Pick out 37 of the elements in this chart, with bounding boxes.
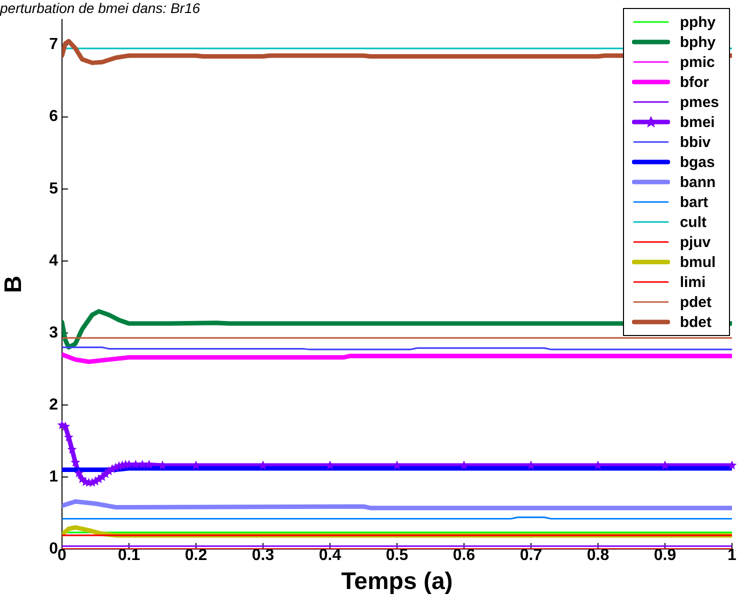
x-tick-label: 0.9 [654, 547, 676, 564]
legend-label: bdet [680, 314, 712, 330]
x-tick-label: 0.6 [452, 547, 476, 564]
y-tick-label: 2 [49, 396, 58, 414]
legend-label: bmul [680, 254, 716, 270]
legend-label: pphy [680, 14, 716, 30]
legend-label: pdet [680, 294, 712, 310]
legend-label: pmes [680, 94, 719, 110]
y-axis-title: B [0, 276, 28, 293]
x-tick-label: 0.3 [252, 547, 274, 564]
x-tick-label: 0.8 [586, 547, 610, 564]
legend-label: pmic [680, 54, 715, 70]
legend-label: bmei [680, 114, 715, 130]
y-tick-label: 1 [49, 468, 58, 486]
legend-label: bart [680, 194, 708, 210]
chart-title: perturbation de bmei dans: Br16 [0, 0, 200, 16]
x-tick-label: 0.1 [118, 547, 140, 564]
y-tick-label: 3 [49, 324, 58, 342]
x-tick-label: 0.5 [386, 547, 408, 564]
y-tick-label: 5 [49, 180, 58, 198]
point [74, 468, 84, 478]
y-tick-label: 7 [49, 36, 58, 54]
x-tick-label: 1 [728, 547, 737, 564]
x-tick-label: 0.2 [184, 547, 208, 564]
x-tick-label: 0.4 [318, 547, 342, 564]
y-tick-label: 6 [49, 108, 58, 126]
y-tick-label: 4 [49, 252, 58, 270]
legend-label: cult [680, 214, 706, 230]
legend-label: bfor [680, 74, 709, 90]
legend-label: pjuv [680, 234, 711, 250]
point [60, 422, 70, 431]
legend-label: bbiv [680, 134, 711, 150]
legend-label: bphy [680, 34, 716, 50]
legend-label: limi [680, 274, 706, 290]
x-axis-title: Temps (a) [341, 568, 453, 596]
legend-label: bann [680, 174, 716, 190]
legend-label: bgas [680, 154, 715, 170]
